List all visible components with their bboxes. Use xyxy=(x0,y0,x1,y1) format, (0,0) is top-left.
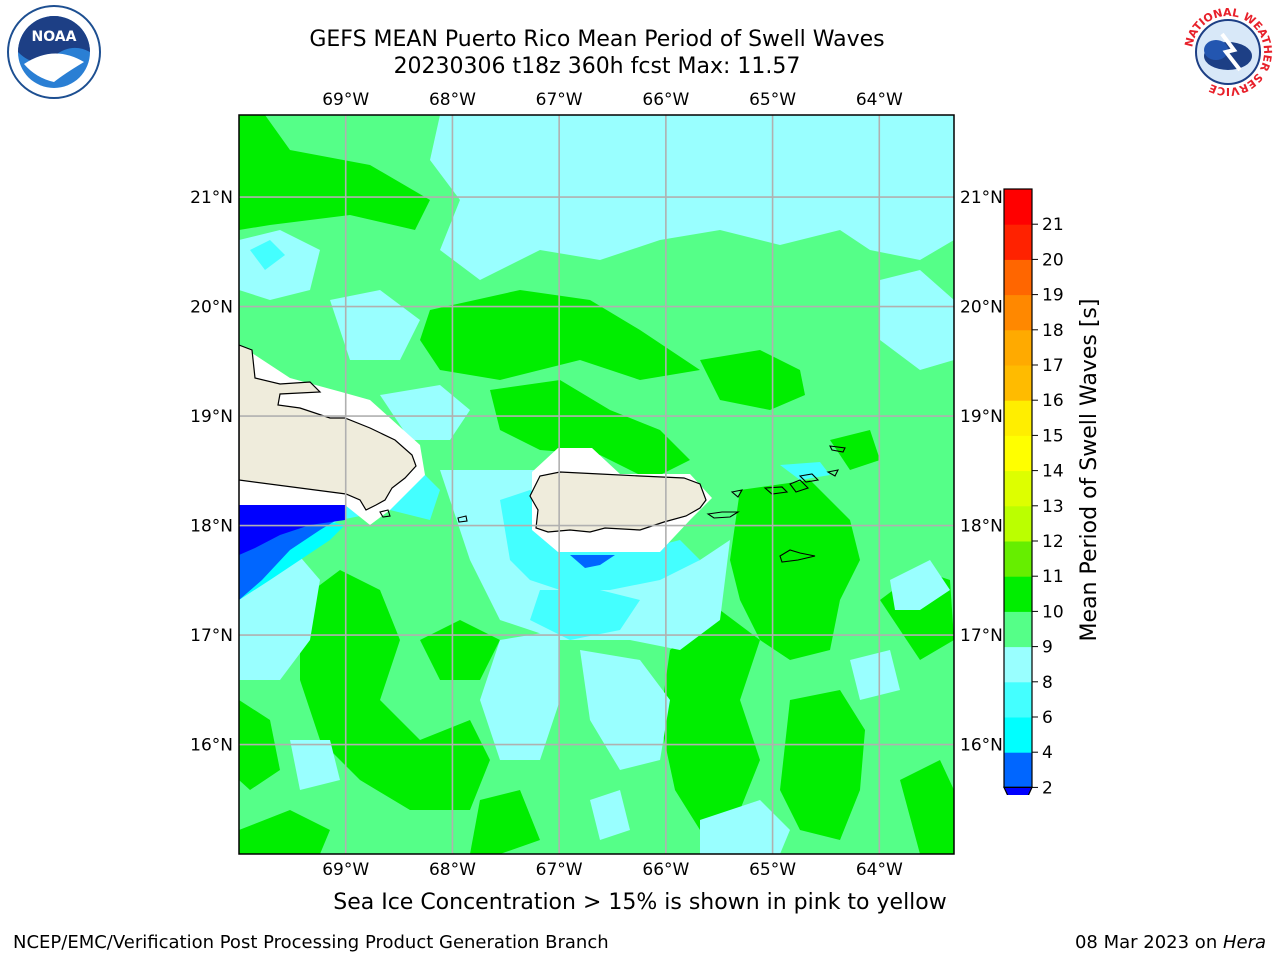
lat-label-left: 18°N xyxy=(190,517,233,537)
colorbar-tick-label: 21 xyxy=(1042,215,1064,235)
colorbar-segment xyxy=(1004,541,1032,577)
colorbar-segment xyxy=(1004,611,1032,648)
lat-label-left: 21°N xyxy=(190,188,233,208)
colorbar-tick-label: 9 xyxy=(1042,638,1053,658)
colorbar-segment xyxy=(1004,294,1032,331)
colorbar-tick-label: 20 xyxy=(1042,250,1064,270)
footer-host: Hera xyxy=(1222,932,1266,953)
lon-label-top: 68°W xyxy=(429,90,476,110)
lat-label-left: 20°N xyxy=(190,298,233,318)
lat-label-right: 17°N xyxy=(960,626,1003,646)
colorbar-segment xyxy=(1004,576,1032,612)
colorbar-tick-label: 18 xyxy=(1042,321,1064,341)
colorbar-tick-label: 16 xyxy=(1042,391,1064,411)
colorbar-segment xyxy=(1004,505,1032,542)
lat-label-right: 20°N xyxy=(960,298,1003,318)
colorbar-tick-label: 14 xyxy=(1042,462,1064,482)
lon-label-bottom: 68°W xyxy=(429,860,476,880)
st-croix-island xyxy=(779,549,816,563)
footer-date-text: 08 Mar 2023 on xyxy=(1074,932,1223,953)
colorbar-segment xyxy=(1004,717,1032,753)
chart-subtitle: 20230306 t18z 360h fcst Max: 11.57 xyxy=(393,54,801,79)
lat-label-right: 18°N xyxy=(960,517,1003,537)
chart-title: GEFS MEAN Puerto Rico Mean Period of Swe… xyxy=(309,27,885,52)
colorbar-segment xyxy=(1004,681,1032,718)
colorbar-segment xyxy=(1004,752,1032,788)
colorbar-tick-label: 12 xyxy=(1042,532,1064,552)
lon-label-bottom: 69°W xyxy=(322,860,369,880)
noaa-logo-icon: NOAA xyxy=(7,5,101,99)
colorbar-extend-triangle xyxy=(1003,786,1033,795)
map-frame xyxy=(238,114,955,855)
lat-label-left: 19°N xyxy=(190,407,233,427)
lon-label-bottom: 64°W xyxy=(856,860,903,880)
sea-ice-note: Sea Ice Concentration > 15% is shown in … xyxy=(333,890,947,915)
lon-label-bottom: 65°W xyxy=(749,860,796,880)
colorbar-segment xyxy=(1004,224,1032,260)
colorbar-tick-label: 10 xyxy=(1042,602,1064,622)
puerto-rico-land xyxy=(529,471,707,533)
footer-credit: NCEP/EMC/Verification Post Processing Pr… xyxy=(13,932,609,953)
noaa-logo-text: NOAA xyxy=(32,29,77,45)
colorbar-tick-label: 11 xyxy=(1042,567,1064,587)
colorbar-segment xyxy=(1004,470,1032,507)
nws-logo-icon: NATIONAL WEATHER SERVICE xyxy=(1182,6,1274,98)
colorbar-tick-label: 4 xyxy=(1042,743,1053,763)
colorbar-tick-label: 19 xyxy=(1042,286,1064,306)
colorbar-segment xyxy=(1004,329,1032,366)
lat-label-right: 16°N xyxy=(960,736,1003,756)
lat-label-left: 17°N xyxy=(190,626,233,646)
lat-label-right: 19°N xyxy=(960,407,1003,427)
lon-label-top: 66°W xyxy=(642,90,689,110)
colorbar-tick-label: 8 xyxy=(1042,673,1053,693)
lat-label-right: 21°N xyxy=(960,188,1003,208)
hispaniola-land xyxy=(239,344,417,511)
lon-label-bottom: 66°W xyxy=(642,860,689,880)
lon-label-top: 67°W xyxy=(536,90,583,110)
colorbar-tick-label: 6 xyxy=(1042,708,1053,728)
vieques-island xyxy=(706,511,740,519)
colorbar-tick-label: 13 xyxy=(1042,497,1064,517)
colorbar-frame xyxy=(1003,188,1033,789)
lon-label-top: 69°W xyxy=(322,90,369,110)
footer-date: 08 Mar 2023 on Hera xyxy=(1075,932,1266,953)
colorbar-segment xyxy=(1004,189,1032,225)
colorbar-segment xyxy=(1004,400,1032,436)
colorbar-label: Mean Period of Swell Waves [s] xyxy=(1077,299,1102,642)
colorbar-segment xyxy=(1004,365,1032,401)
lon-label-top: 64°W xyxy=(856,90,903,110)
colorbar-tick-label: 17 xyxy=(1042,356,1064,376)
colorbar-tick-label: 15 xyxy=(1042,426,1064,446)
colorbar-segment xyxy=(1004,259,1032,296)
lon-label-top: 65°W xyxy=(749,90,796,110)
colorbar-segment xyxy=(1004,646,1032,683)
lat-label-left: 16°N xyxy=(190,736,233,756)
colorbar: 2 4 6 8 9 10 11 12 13 14 15 16 17 18 19 20 21 Mean Perio… xyxy=(1003,188,1102,795)
lon-label-bottom: 67°W xyxy=(536,860,583,880)
colorbar-tick-label: 2 xyxy=(1042,778,1053,795)
colorbar-segment xyxy=(1004,435,1032,472)
